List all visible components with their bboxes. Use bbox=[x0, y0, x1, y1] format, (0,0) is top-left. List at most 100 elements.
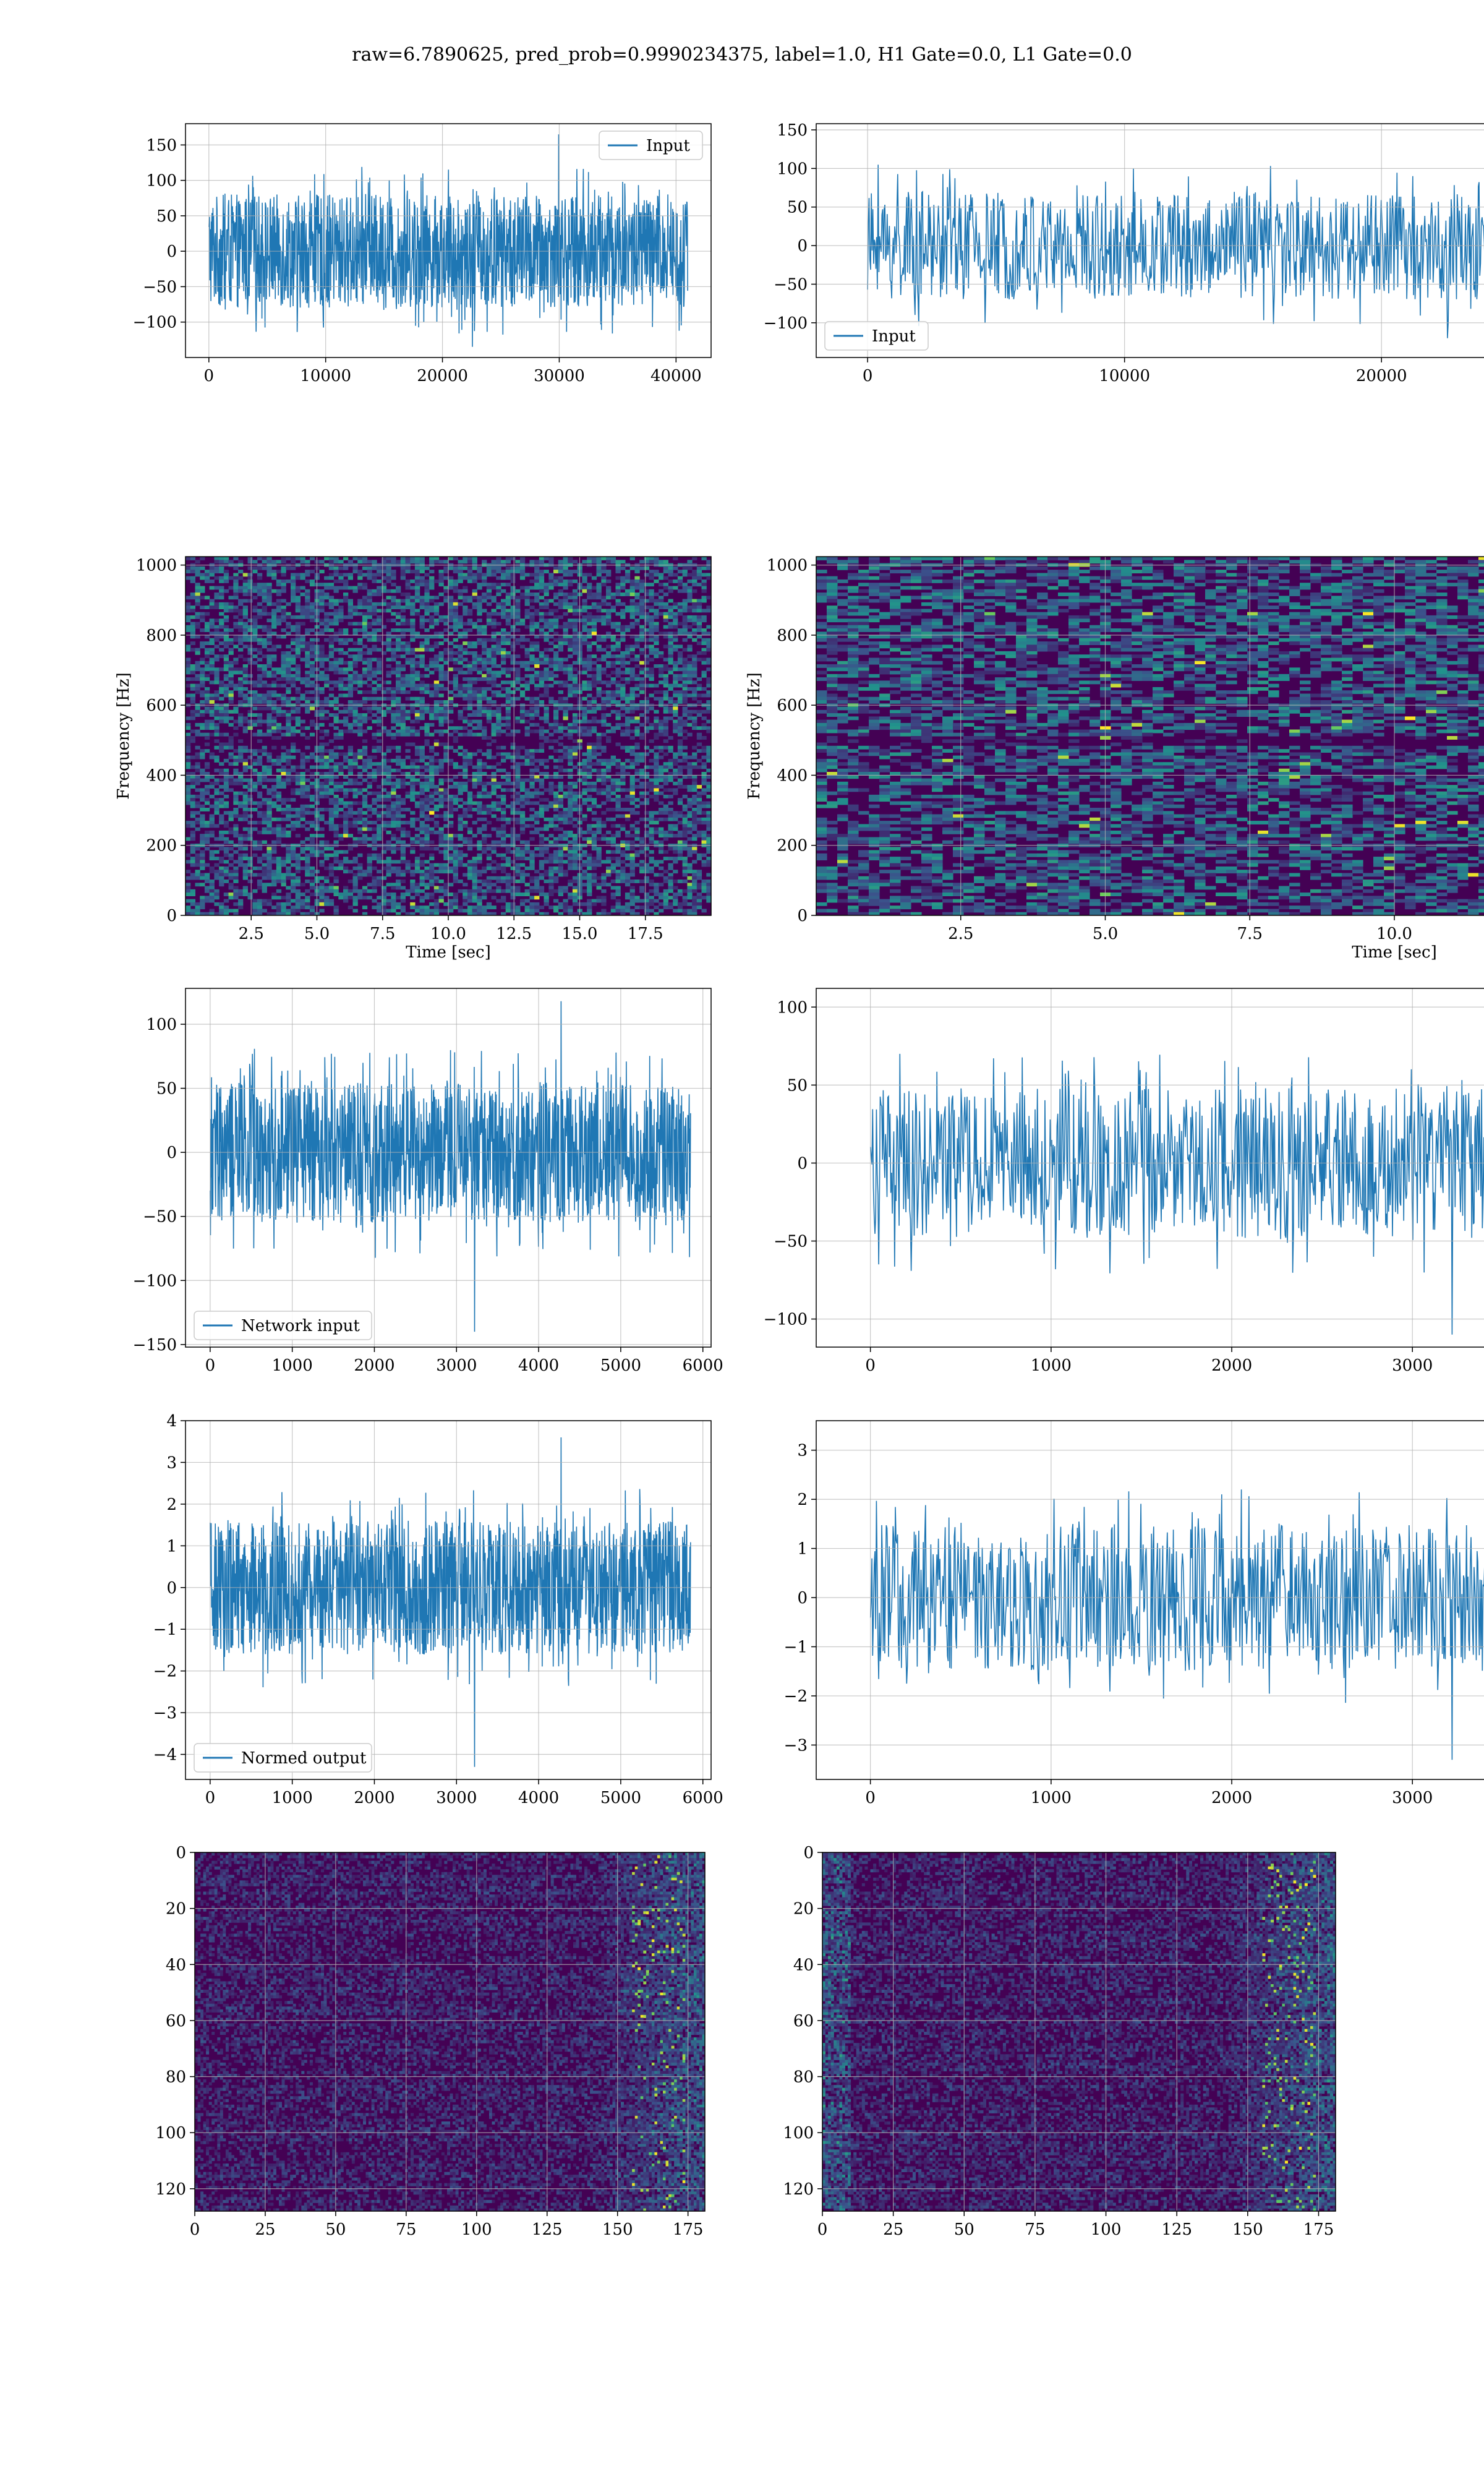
heatmap-cell bbox=[219, 745, 224, 750]
heatmap-cell bbox=[238, 648, 244, 652]
heatmap-cell bbox=[510, 680, 516, 685]
heatmap-cell bbox=[204, 570, 210, 573]
heatmap-cell bbox=[443, 622, 449, 626]
heatmap-cell bbox=[467, 693, 473, 698]
heatmap-cell bbox=[644, 683, 650, 688]
heatmap-cell bbox=[706, 609, 711, 613]
heatmap-cell bbox=[687, 798, 693, 802]
heatmap-cell bbox=[247, 788, 253, 792]
heatmap-cell bbox=[706, 755, 711, 760]
heatmap-cell bbox=[644, 752, 650, 756]
heatmap-cell bbox=[400, 722, 406, 727]
heatmap-cell bbox=[620, 690, 626, 695]
heatmap-cell bbox=[233, 732, 239, 737]
heatmap-cell bbox=[367, 706, 372, 711]
heatmap-cell bbox=[654, 794, 659, 798]
heatmap-cell bbox=[443, 570, 449, 573]
heatmap-cell bbox=[433, 709, 440, 714]
heatmap-cell bbox=[300, 609, 305, 613]
heatmap-cell bbox=[338, 680, 344, 685]
heatmap-cell bbox=[305, 700, 310, 704]
heatmap-cell bbox=[405, 696, 411, 701]
heatmap-cell bbox=[362, 670, 368, 675]
heatmap-cell bbox=[486, 791, 492, 795]
heatmap-cell bbox=[519, 788, 526, 792]
heatmap-cell bbox=[381, 583, 387, 587]
heatmap-cell bbox=[534, 641, 540, 645]
heatmap-cell bbox=[219, 680, 224, 685]
heatmap-cell bbox=[553, 716, 559, 721]
heatmap-cell bbox=[654, 785, 659, 789]
heatmap-cell bbox=[372, 648, 377, 652]
heatmap-cell bbox=[386, 690, 391, 695]
heatmap-cell bbox=[424, 788, 430, 792]
heatmap-cell bbox=[510, 573, 516, 577]
heatmap-cell bbox=[271, 589, 277, 593]
heatmap-cell bbox=[558, 661, 563, 665]
heatmap-cell bbox=[400, 772, 406, 776]
heatmap-cell bbox=[668, 579, 673, 583]
heatmap-cell bbox=[505, 622, 511, 626]
heatmap-cell bbox=[663, 719, 668, 724]
heatmap-cell bbox=[396, 758, 401, 763]
heatmap-cell bbox=[257, 677, 263, 681]
heatmap-cell bbox=[620, 683, 626, 688]
heatmap-cell bbox=[271, 631, 277, 636]
heatmap-cell bbox=[362, 752, 368, 756]
heatmap-cell bbox=[328, 635, 335, 639]
heatmap-cell bbox=[463, 651, 468, 655]
heatmap-cell bbox=[209, 618, 215, 623]
heatmap-cell bbox=[610, 785, 616, 789]
heatmap-cell bbox=[362, 706, 368, 711]
heatmap-cell bbox=[544, 716, 549, 721]
heatmap-cell bbox=[186, 625, 191, 629]
heatmap-cell bbox=[419, 706, 425, 711]
heatmap-cell bbox=[649, 576, 654, 580]
heatmap-cell bbox=[529, 631, 535, 636]
heatmap-cell bbox=[352, 729, 358, 734]
heatmap-cell bbox=[438, 674, 444, 678]
heatmap-cell bbox=[324, 785, 330, 789]
heatmap-cell bbox=[696, 657, 702, 662]
heatmap-cell bbox=[625, 693, 631, 698]
heatmap-cell bbox=[692, 680, 697, 685]
heatmap-cell bbox=[333, 602, 339, 606]
heatmap-cell bbox=[682, 570, 688, 573]
heatmap-cell bbox=[309, 680, 315, 685]
heatmap-cell bbox=[328, 713, 335, 717]
heatmap-cell bbox=[448, 726, 454, 730]
heatmap-cell bbox=[649, 785, 654, 789]
heatmap-cell bbox=[286, 677, 291, 681]
heatmap-cell bbox=[247, 557, 253, 560]
heatmap-cell bbox=[606, 579, 612, 583]
heatmap-cell bbox=[515, 566, 521, 570]
heatmap-cell bbox=[252, 680, 258, 685]
heatmap-cell bbox=[558, 726, 563, 730]
heatmap-cell bbox=[568, 654, 573, 659]
heatmap-cell bbox=[186, 664, 191, 668]
heatmap-cell bbox=[309, 602, 315, 606]
heatmap-cell bbox=[529, 680, 535, 685]
heatmap-cell bbox=[367, 674, 372, 678]
heatmap-cell bbox=[568, 781, 573, 785]
heatmap-cell bbox=[319, 745, 325, 750]
heatmap-cell bbox=[343, 758, 349, 763]
heatmap-cell bbox=[463, 781, 468, 785]
heatmap-cell bbox=[281, 615, 286, 619]
heatmap-cell bbox=[410, 683, 416, 688]
heatmap-cell bbox=[209, 602, 215, 606]
heatmap-cell bbox=[501, 654, 506, 659]
heatmap-cell bbox=[496, 709, 501, 714]
heatmap-cell bbox=[233, 749, 239, 753]
heatmap-cell bbox=[477, 586, 482, 590]
l1-input-chart: 010000200003000040000−100−50050100150Inp… bbox=[764, 121, 1484, 385]
heatmap-cell bbox=[587, 687, 592, 691]
heatmap-cell bbox=[204, 625, 210, 629]
heatmap-cell bbox=[281, 599, 286, 603]
heatmap-cell bbox=[319, 661, 325, 665]
heatmap-cell bbox=[673, 625, 678, 629]
heatmap-cell bbox=[596, 670, 602, 675]
heatmap-cell bbox=[654, 628, 659, 632]
heatmap-cell bbox=[352, 566, 358, 570]
heatmap-cell bbox=[186, 775, 191, 779]
